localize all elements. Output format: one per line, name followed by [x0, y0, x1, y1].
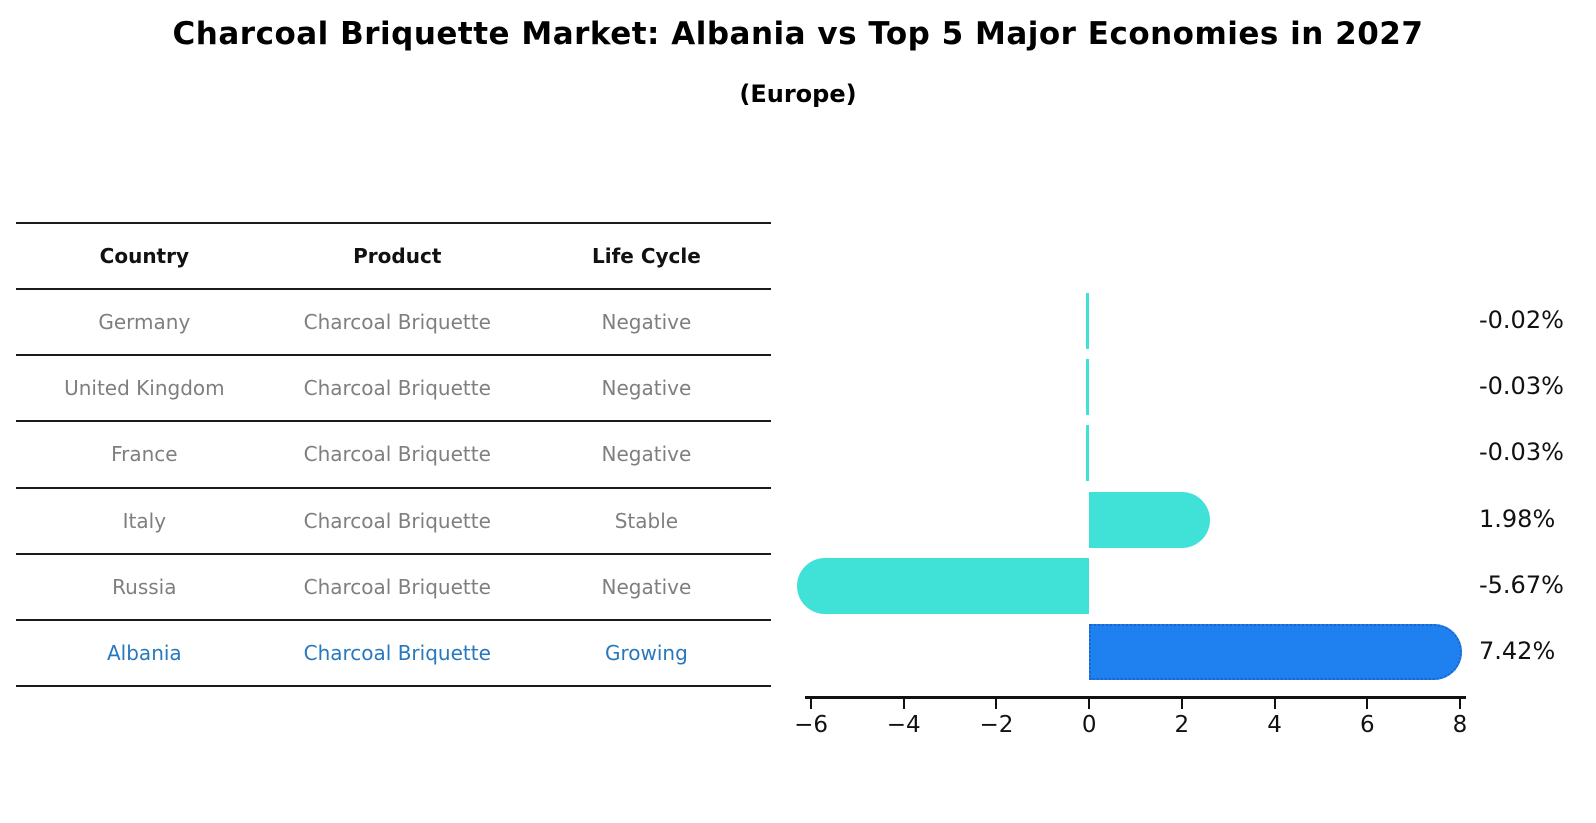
x-axis-tick: [995, 698, 998, 709]
cell-product: Charcoal Briquette: [303, 310, 491, 335]
x-axis-line: [805, 696, 1466, 699]
x-axis-tick-label: 4: [1267, 712, 1282, 738]
table-row-united-kingdom: United Kingdom Charcoal Briquette Negative: [16, 356, 771, 423]
chart-subtitle: (Europe): [739, 80, 857, 108]
table-row-france: France Charcoal Briquette Negative: [16, 422, 771, 489]
cell-country: United Kingdom: [64, 376, 225, 401]
cell-product: Charcoal Briquette: [303, 641, 491, 666]
cell-product: Charcoal Briquette: [303, 376, 491, 401]
column-header-country: Country: [99, 244, 190, 268]
x-axis-tick-label: 0: [1081, 712, 1097, 738]
table-row-russia: Russia Charcoal Briquette Negative: [16, 555, 771, 621]
cell-country: Germany: [98, 310, 191, 335]
x-axis-tick-label: 6: [1359, 712, 1375, 738]
cell-product: Charcoal Briquette: [303, 508, 491, 533]
cell-life-cycle: Negative: [601, 310, 692, 335]
x-axis-tick: [902, 698, 905, 709]
cell-life-cycle: Stable: [614, 508, 679, 533]
bar-united-kingdom: [1086, 359, 1090, 416]
x-axis-tick: [810, 698, 813, 709]
table-row-albania: Albania Charcoal Briquette Growing: [16, 621, 771, 688]
x-axis-tick-label: −2: [979, 712, 1014, 738]
x-axis-tick-label: 8: [1452, 712, 1468, 738]
bar-russia: [797, 557, 1090, 614]
table-row-germany: Germany Charcoal Briquette Negative: [16, 290, 771, 357]
x-axis-tick: [1180, 698, 1183, 709]
column-header-product: Product: [353, 244, 442, 268]
value-label-italy: 1.98%: [1479, 504, 1556, 533]
value-label-united-kingdom: -0.03%: [1479, 372, 1564, 401]
value-label-germany: -0.02%: [1479, 306, 1564, 334]
x-axis-tick-label: −6: [794, 712, 828, 738]
x-axis-tick: [1458, 698, 1461, 709]
chart-title: Charcoal Briquette Market: Albania vs To…: [172, 16, 1424, 52]
x-axis-tick: [1273, 698, 1276, 709]
cell-product: Charcoal Briquette: [303, 442, 491, 467]
cell-country: Albania: [107, 641, 182, 666]
bar-germany: [1086, 293, 1090, 349]
cell-life-cycle: Negative: [601, 442, 692, 467]
cell-country: France: [111, 442, 178, 467]
value-label-russia: -5.67%: [1479, 570, 1564, 599]
cell-life-cycle: Growing: [604, 641, 688, 666]
bar-italy: [1089, 491, 1210, 548]
table-header-row: Country Product Life Cycle: [16, 224, 771, 290]
cell-life-cycle: Negative: [601, 574, 692, 599]
comparison-table: Country Product Life Cycle Germany Charcoal …: [16, 222, 771, 688]
x-axis-tick-label: −4: [886, 712, 921, 738]
bar-france: [1086, 425, 1090, 482]
cell-product: Charcoal Briquette: [303, 574, 491, 599]
value-label-france: -0.03%: [1479, 438, 1564, 467]
cell-country: Italy: [122, 508, 167, 533]
value-label-albania: 7.42%: [1479, 637, 1556, 665]
column-header-life-cycle: Life Cycle: [591, 244, 701, 268]
table-row-italy: Italy Charcoal Briquette Stable: [16, 489, 771, 555]
x-axis-tick-label: 2: [1174, 712, 1190, 738]
bar-albania: [1089, 624, 1463, 680]
x-axis-tick: [1088, 698, 1091, 709]
x-axis-tick: [1366, 698, 1369, 709]
cell-country: Russia: [112, 574, 177, 599]
cell-life-cycle: Negative: [601, 376, 692, 401]
